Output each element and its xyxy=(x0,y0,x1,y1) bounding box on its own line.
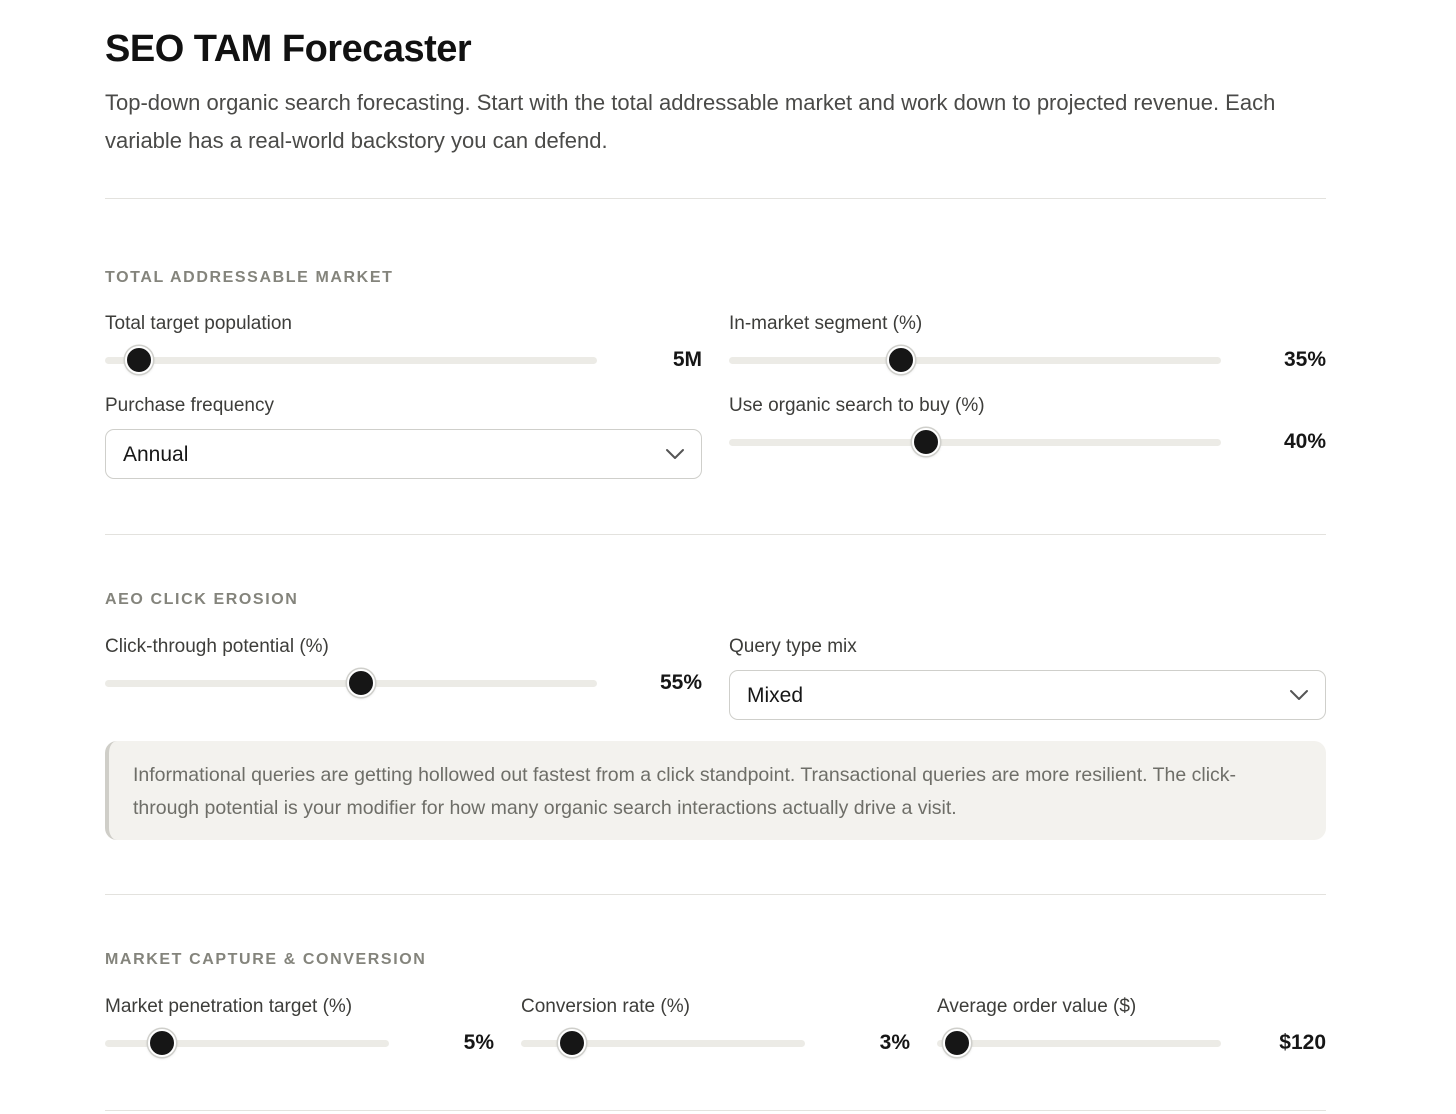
population-value: 5M xyxy=(672,348,702,371)
query-mix-select[interactable]: Mixed xyxy=(729,670,1326,720)
divider xyxy=(105,198,1326,199)
organic-slider-track[interactable] xyxy=(729,428,1221,456)
ctr-value: 55% xyxy=(659,671,702,694)
divider xyxy=(105,894,1326,895)
query-mix-label: Query type mix xyxy=(729,636,857,657)
section-label-tam: TOTAL ADDRESSABLE MARKET xyxy=(105,269,394,286)
click-erosion-note: Informational queries are getting hollow… xyxy=(105,741,1326,840)
conversion-slider-thumb[interactable] xyxy=(558,1029,587,1057)
penetration-slider-track[interactable] xyxy=(105,1029,389,1057)
page-subtitle: Top-down organic search forecasting. Sta… xyxy=(105,90,1276,153)
population-label: Total target population xyxy=(105,313,292,334)
divider xyxy=(105,1110,1326,1111)
penetration-slider-thumb[interactable] xyxy=(147,1029,176,1057)
chevron-down-icon xyxy=(666,449,684,459)
purchase-frequency-select[interactable]: Annual xyxy=(105,429,702,479)
section-label-aeo: AEO CLICK EROSION xyxy=(105,591,299,608)
section-label-capture: MARKET CAPTURE & CONVERSION xyxy=(105,951,427,968)
in-market-label: In-market segment (%) xyxy=(729,313,923,334)
ctr-slider-thumb[interactable] xyxy=(346,669,375,697)
purchase-frequency-selected: Annual xyxy=(123,443,189,466)
penetration-value: 5% xyxy=(463,1031,494,1054)
conversion-value: 3% xyxy=(879,1031,910,1054)
aov-value: $120 xyxy=(1279,1031,1326,1054)
ctr-slider-track[interactable] xyxy=(105,669,597,697)
divider xyxy=(105,534,1326,535)
aov-slider-track[interactable] xyxy=(937,1029,1221,1057)
in-market-value: 35% xyxy=(1283,348,1326,371)
aov-label: Average order value ($) xyxy=(937,996,1137,1017)
conversion-label: Conversion rate (%) xyxy=(521,996,690,1017)
penetration-label: Market penetration target (%) xyxy=(105,996,353,1017)
frequency-label: Purchase frequency xyxy=(105,395,274,416)
population-slider-thumb[interactable] xyxy=(125,346,154,374)
chevron-down-icon xyxy=(1290,690,1308,700)
population-slider-track[interactable] xyxy=(105,346,597,374)
organic-slider-thumb[interactable] xyxy=(911,428,940,456)
conversion-slider-track[interactable] xyxy=(521,1029,805,1057)
query-mix-selected: Mixed xyxy=(747,684,804,707)
ctr-label: Click-through potential (%) xyxy=(105,636,329,657)
in-market-slider-track[interactable] xyxy=(729,346,1221,374)
aov-slider-thumb[interactable] xyxy=(942,1029,971,1057)
in-market-slider-thumb[interactable] xyxy=(887,346,916,374)
page-title: SEO TAM Forecaster xyxy=(105,28,472,70)
organic-value: 40% xyxy=(1283,430,1326,453)
organic-label: Use organic search to buy (%) xyxy=(729,395,985,416)
